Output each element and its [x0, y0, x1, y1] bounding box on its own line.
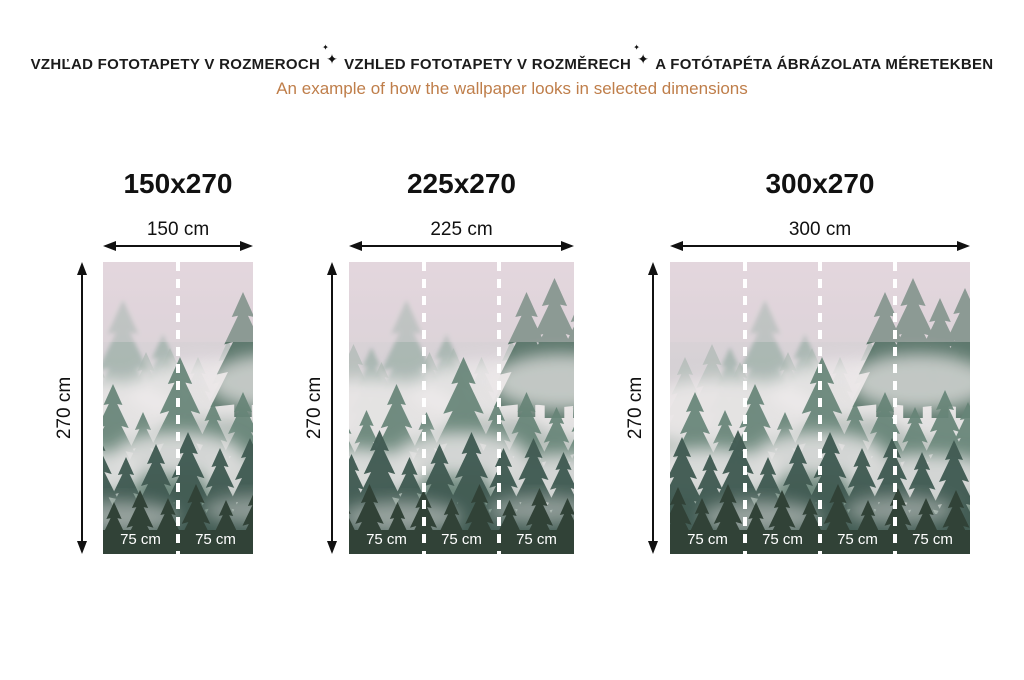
page-subtitle: An example of how the wallpaper looks in…: [276, 79, 748, 98]
width-dimension-label: 300 cm: [788, 219, 852, 240]
width-dimension-label: 150 cm: [146, 219, 210, 240]
panel-divider: [497, 262, 501, 554]
width-arrow: [103, 240, 253, 252]
panel-width-label: 75 cm: [366, 531, 407, 548]
arrow-right-icon: [240, 241, 253, 251]
title-part-slovak: VZHĽAD FOTOTAPETY V ROZMEROCH: [30, 56, 321, 73]
panel-width-label: 75 cm: [441, 531, 482, 548]
title-part-czech: VZHLED FOTOTAPETY V ROZMĚRECH: [344, 56, 632, 73]
panel-divider: [818, 262, 822, 554]
arrow-shaft: [683, 245, 957, 247]
panel-width-label: 75 cm: [912, 531, 953, 548]
arrow-right-icon: [561, 241, 574, 251]
arrow-left-icon: [103, 241, 116, 251]
arrow-up-icon: [648, 262, 658, 275]
arrow-down-icon: [327, 541, 337, 554]
wallpaper-preview-150x270: 75 cm 75 cm: [103, 262, 253, 554]
size-title-225x270: 225x270: [406, 168, 516, 199]
title-part-hungarian: A FOTÓTAPÉTA ÁBRÁZOLATA MÉRETEKBEN: [655, 56, 994, 73]
width-arrow: [349, 240, 574, 252]
arrow-down-icon: [77, 541, 87, 554]
panel-divider: [743, 262, 747, 554]
panel-divider: [176, 262, 180, 554]
height-arrow: [76, 262, 88, 554]
size-title-300x270: 300x270: [765, 168, 875, 199]
arrow-left-icon: [349, 241, 362, 251]
wallpaper-preview-300x270: 75 cm 75 cm 75 cm 75 cm: [670, 262, 970, 554]
width-dimension-label: 225 cm: [430, 219, 493, 240]
panel-divider: [893, 262, 897, 554]
foggy-forest-image: [349, 262, 574, 554]
wallpaper-preview-225x270: 75 cm 75 cm 75 cm: [349, 262, 574, 554]
panel-width-label: 75 cm: [516, 531, 557, 548]
arrow-shaft: [362, 245, 561, 247]
size-title-150x270: 150x270: [123, 168, 233, 199]
height-dimension-label: 270 cm: [304, 376, 325, 440]
panel-width-label: 75 cm: [687, 531, 728, 548]
width-arrow: [670, 240, 970, 252]
arrow-left-icon: [670, 241, 683, 251]
arrow-shaft: [116, 245, 240, 247]
sparkle-icon: ✦ ✦: [322, 43, 339, 67]
arrow-shaft: [652, 275, 654, 541]
arrow-shaft: [81, 275, 83, 541]
arrow-right-icon: [957, 241, 970, 251]
panel-width-label: 75 cm: [120, 531, 161, 548]
arrow-down-icon: [648, 541, 658, 554]
height-dimension-label: 270 cm: [54, 376, 75, 440]
panel-width-label: 75 cm: [762, 531, 803, 548]
panel-width-label: 75 cm: [195, 531, 236, 548]
arrow-up-icon: [327, 262, 337, 275]
page-title: VZHĽAD FOTOTAPETY V ROZMEROCH ✦ ✦ VZHLED FO…: [0, 43, 1024, 74]
height-dimension-label: 270 cm: [625, 376, 646, 440]
height-arrow: [326, 262, 338, 554]
panel-divider: [422, 262, 426, 554]
height-arrow: [647, 262, 659, 554]
arrow-shaft: [331, 275, 333, 541]
arrow-up-icon: [77, 262, 87, 275]
panel-width-label: 75 cm: [837, 531, 878, 548]
sparkle-icon: ✦ ✦: [633, 43, 650, 67]
